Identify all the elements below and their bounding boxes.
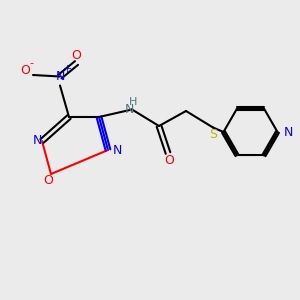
Text: O: O [72,49,81,62]
Text: N: N [112,143,122,157]
Text: H: H [129,97,138,107]
Text: S: S [209,128,217,142]
Text: +: + [63,64,72,74]
Text: N: N [33,134,42,148]
Text: -: - [29,58,34,68]
Text: O: O [165,154,174,167]
Text: O: O [43,173,53,187]
Text: O: O [21,64,30,77]
Text: N: N [124,103,134,116]
Text: N: N [284,125,293,139]
Text: N: N [55,70,65,83]
